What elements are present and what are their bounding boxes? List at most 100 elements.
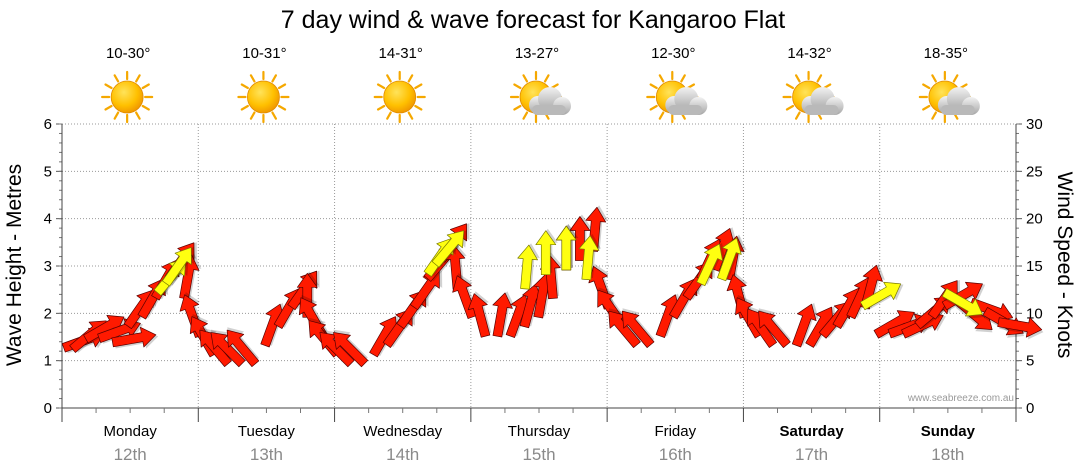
- partly-cloudy-icon: [509, 70, 571, 124]
- sun-ray: [376, 83, 386, 90]
- partly-cloudy-icon: [646, 70, 708, 124]
- sun-ray: [816, 74, 823, 83]
- wind-arrow: [111, 326, 159, 349]
- day-name-label: Monday: [103, 423, 157, 440]
- sun-ray: [386, 111, 392, 120]
- sun-ray: [407, 74, 414, 83]
- sun-ray: [277, 83, 287, 90]
- sun-ray: [658, 74, 665, 83]
- sun-ray: [522, 111, 529, 120]
- sun-ray: [407, 111, 414, 120]
- wind-arrow-body: [997, 317, 1043, 338]
- wind-arrow: [409, 270, 443, 311]
- wind-arrow: [758, 308, 791, 349]
- wind-arrow-body: [941, 288, 983, 317]
- cloud-shape: [529, 87, 571, 115]
- sun-ray: [240, 83, 249, 90]
- left-tick-label: 3: [44, 258, 52, 275]
- wind-arrow-body: [492, 292, 513, 338]
- right-tick-label: 0: [1026, 400, 1034, 417]
- day-name-label: Sunday: [921, 423, 976, 440]
- wind-arrow-body: [535, 230, 557, 276]
- wind-arrow-body: [569, 216, 591, 261]
- temperature-range: 10-30°: [106, 45, 150, 62]
- sun-ray: [386, 74, 392, 83]
- cloud-shape: [665, 87, 708, 115]
- day-date-label: 12th: [114, 445, 147, 464]
- wind-arrow: [555, 224, 579, 271]
- left-tick-label: 1: [44, 353, 52, 370]
- day-header: 10-30° Monday 12th 10-31° Tuesday 13th 14-31° W…: [101, 45, 980, 464]
- day-name-label: Friday: [654, 423, 696, 440]
- left-tick-label: 5: [44, 163, 52, 180]
- sunny-icon: [101, 70, 154, 124]
- wind-arrow-body: [226, 329, 260, 368]
- cloud-shape: [937, 87, 980, 115]
- wind-arrow: [161, 246, 195, 287]
- sun-ray: [543, 74, 550, 83]
- sun-ray: [135, 74, 141, 83]
- wind-arrow: [517, 243, 540, 290]
- temperature-range: 10-31°: [242, 45, 286, 62]
- right-tick-label: 30: [1026, 116, 1043, 133]
- sun-ray: [104, 83, 113, 90]
- partly-cloudy-icon: [918, 70, 980, 124]
- sun-ray: [513, 104, 522, 111]
- sun-disc: [110, 80, 144, 114]
- sun-ray: [414, 104, 423, 111]
- chart-title: 7 day wind & wave forecast for Kangaroo …: [281, 6, 785, 34]
- wind-arrow: [860, 263, 885, 310]
- day-date-label: 16th: [659, 445, 692, 464]
- cloud-base: [804, 105, 839, 115]
- sunny-icon: [237, 70, 290, 124]
- wind-arrow: [621, 308, 655, 349]
- sun-ray: [240, 104, 249, 111]
- sun-ray: [513, 83, 522, 90]
- right-tick-label: 25: [1026, 163, 1043, 180]
- wind-arrow: [569, 214, 592, 261]
- wind-arrow-body: [621, 310, 655, 349]
- sun-ray: [785, 83, 795, 90]
- right-tick-label: 20: [1026, 211, 1043, 228]
- wind-arrow-body: [161, 247, 192, 287]
- sun-ray: [931, 74, 937, 83]
- sun-disc: [247, 80, 280, 114]
- cloud-base: [940, 105, 975, 115]
- left-tick-label: 2: [44, 305, 52, 322]
- left-tick-label: 6: [44, 116, 52, 133]
- sun-ray: [952, 74, 959, 83]
- wind-arrow-body: [696, 243, 723, 287]
- sun-ray: [680, 74, 686, 83]
- wind-arrow-body: [409, 270, 440, 311]
- sun-ray: [522, 74, 529, 83]
- wind-arrow-body: [791, 303, 817, 348]
- sun-disc: [383, 80, 417, 114]
- sun-ray: [141, 104, 150, 111]
- day-date-label: 17th: [795, 445, 828, 464]
- right-tick-label: 5: [1026, 353, 1034, 370]
- wind-arrow: [333, 329, 369, 368]
- cloud-base: [532, 105, 566, 115]
- wind-arrow: [226, 327, 260, 368]
- wind-arrow: [467, 291, 492, 338]
- day-date-label: 14th: [386, 445, 419, 464]
- wind-arrow: [717, 236, 744, 282]
- sun-ray: [104, 104, 113, 111]
- wind-arrow-body: [431, 230, 465, 268]
- wind-arrow-body: [467, 293, 491, 338]
- partly-cloudy-icon: [782, 70, 844, 124]
- wind-arrow-body: [111, 326, 157, 348]
- wind-arrow-body: [717, 237, 742, 282]
- sun-ray: [271, 74, 278, 83]
- wind-arrow-body: [517, 244, 538, 290]
- sun-ray: [135, 111, 141, 120]
- sun-ray: [249, 111, 256, 120]
- sun-ray: [649, 83, 658, 90]
- credit-text: www.seabreeze.com.au: [907, 393, 1014, 404]
- sun-ray: [249, 74, 256, 83]
- wind-arrow-body: [555, 225, 577, 271]
- sun-ray: [277, 104, 287, 111]
- sun-ray: [794, 111, 801, 120]
- wind-arrow: [535, 228, 558, 276]
